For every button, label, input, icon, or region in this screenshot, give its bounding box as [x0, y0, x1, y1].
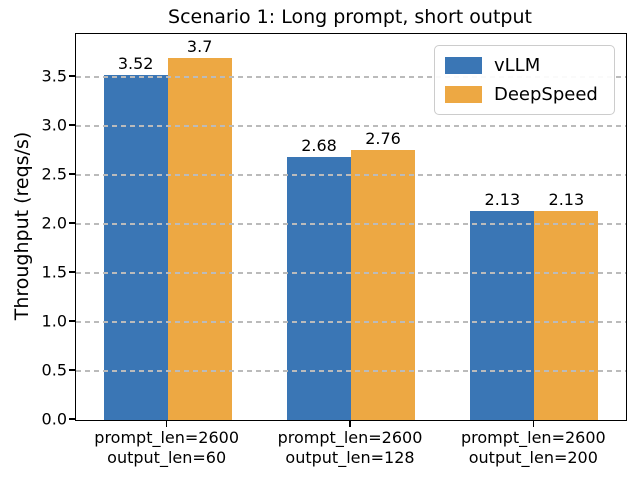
bar-value-label: 2.13 — [484, 190, 521, 210]
bar-deepspeed-group0 — [167, 57, 232, 420]
x-tick-mark — [532, 420, 535, 427]
y-tick-mark — [69, 271, 75, 273]
y-tick-label: 3.5 — [41, 66, 67, 86]
legend-swatch-deepspeed — [445, 86, 482, 103]
y-tick-label: 2.5 — [41, 164, 67, 184]
gridline-2.0 — [76, 223, 626, 225]
gridline-1.5 — [76, 272, 626, 274]
y-tick-label: 0.0 — [41, 409, 67, 429]
y-tick-label: 2.0 — [41, 213, 67, 233]
bar-deepspeed-group2 — [534, 211, 599, 420]
chart-title: Scenario 1: Long prompt, short output — [168, 6, 532, 28]
bar-value-label: 2.68 — [301, 136, 337, 156]
bar-value-label: 2.76 — [365, 128, 401, 148]
gridline-3.5 — [76, 76, 626, 78]
y-tick-label: 1.0 — [41, 311, 67, 331]
y-tick-mark — [69, 369, 75, 371]
legend-item-deepspeed: DeepSpeed — [445, 84, 598, 105]
x-tick-label-group1: prompt_len=2600 output_len=128 — [277, 428, 423, 468]
bar-value-label: 2.13 — [548, 190, 585, 210]
bar-vllm-group2 — [470, 211, 535, 420]
legend-label: DeepSpeed — [494, 84, 598, 105]
bar-value-label: 3.7 — [186, 36, 213, 56]
legend-item-vllm: vLLM — [445, 55, 598, 76]
bar-vllm-group1 — [287, 157, 351, 420]
y-tick-mark — [69, 222, 75, 224]
bar-deepspeed-group1 — [351, 149, 415, 420]
y-tick-label: 1.5 — [41, 262, 67, 282]
legend: vLLM DeepSpeed — [434, 45, 615, 115]
y-tick-mark — [69, 75, 75, 77]
x-tick-mark — [349, 420, 351, 427]
gridline-3.0 — [76, 125, 626, 127]
y-tick-mark — [69, 320, 75, 322]
y-tick-mark — [69, 418, 75, 420]
y-tick-mark — [69, 124, 75, 126]
y-axis-label: Throughput (reqs/s) — [11, 131, 33, 321]
bar-vllm-group0 — [103, 75, 168, 420]
y-tick-label: 0.5 — [41, 360, 67, 380]
gridline-1.0 — [76, 321, 626, 323]
y-tick-label: 3.0 — [41, 115, 67, 135]
legend-swatch-vllm — [445, 57, 482, 74]
x-tick-label-group0: prompt_len=2600 output_len=60 — [94, 428, 240, 468]
gridline-2.5 — [76, 174, 626, 176]
bar-value-label: 3.52 — [117, 54, 154, 74]
x-tick-label-group2: prompt_len=2600 output_len=200 — [460, 428, 606, 468]
x-tick-mark — [165, 420, 168, 427]
gridline-0.5 — [76, 370, 626, 372]
legend-label: vLLM — [494, 55, 541, 76]
y-tick-mark — [69, 173, 75, 175]
